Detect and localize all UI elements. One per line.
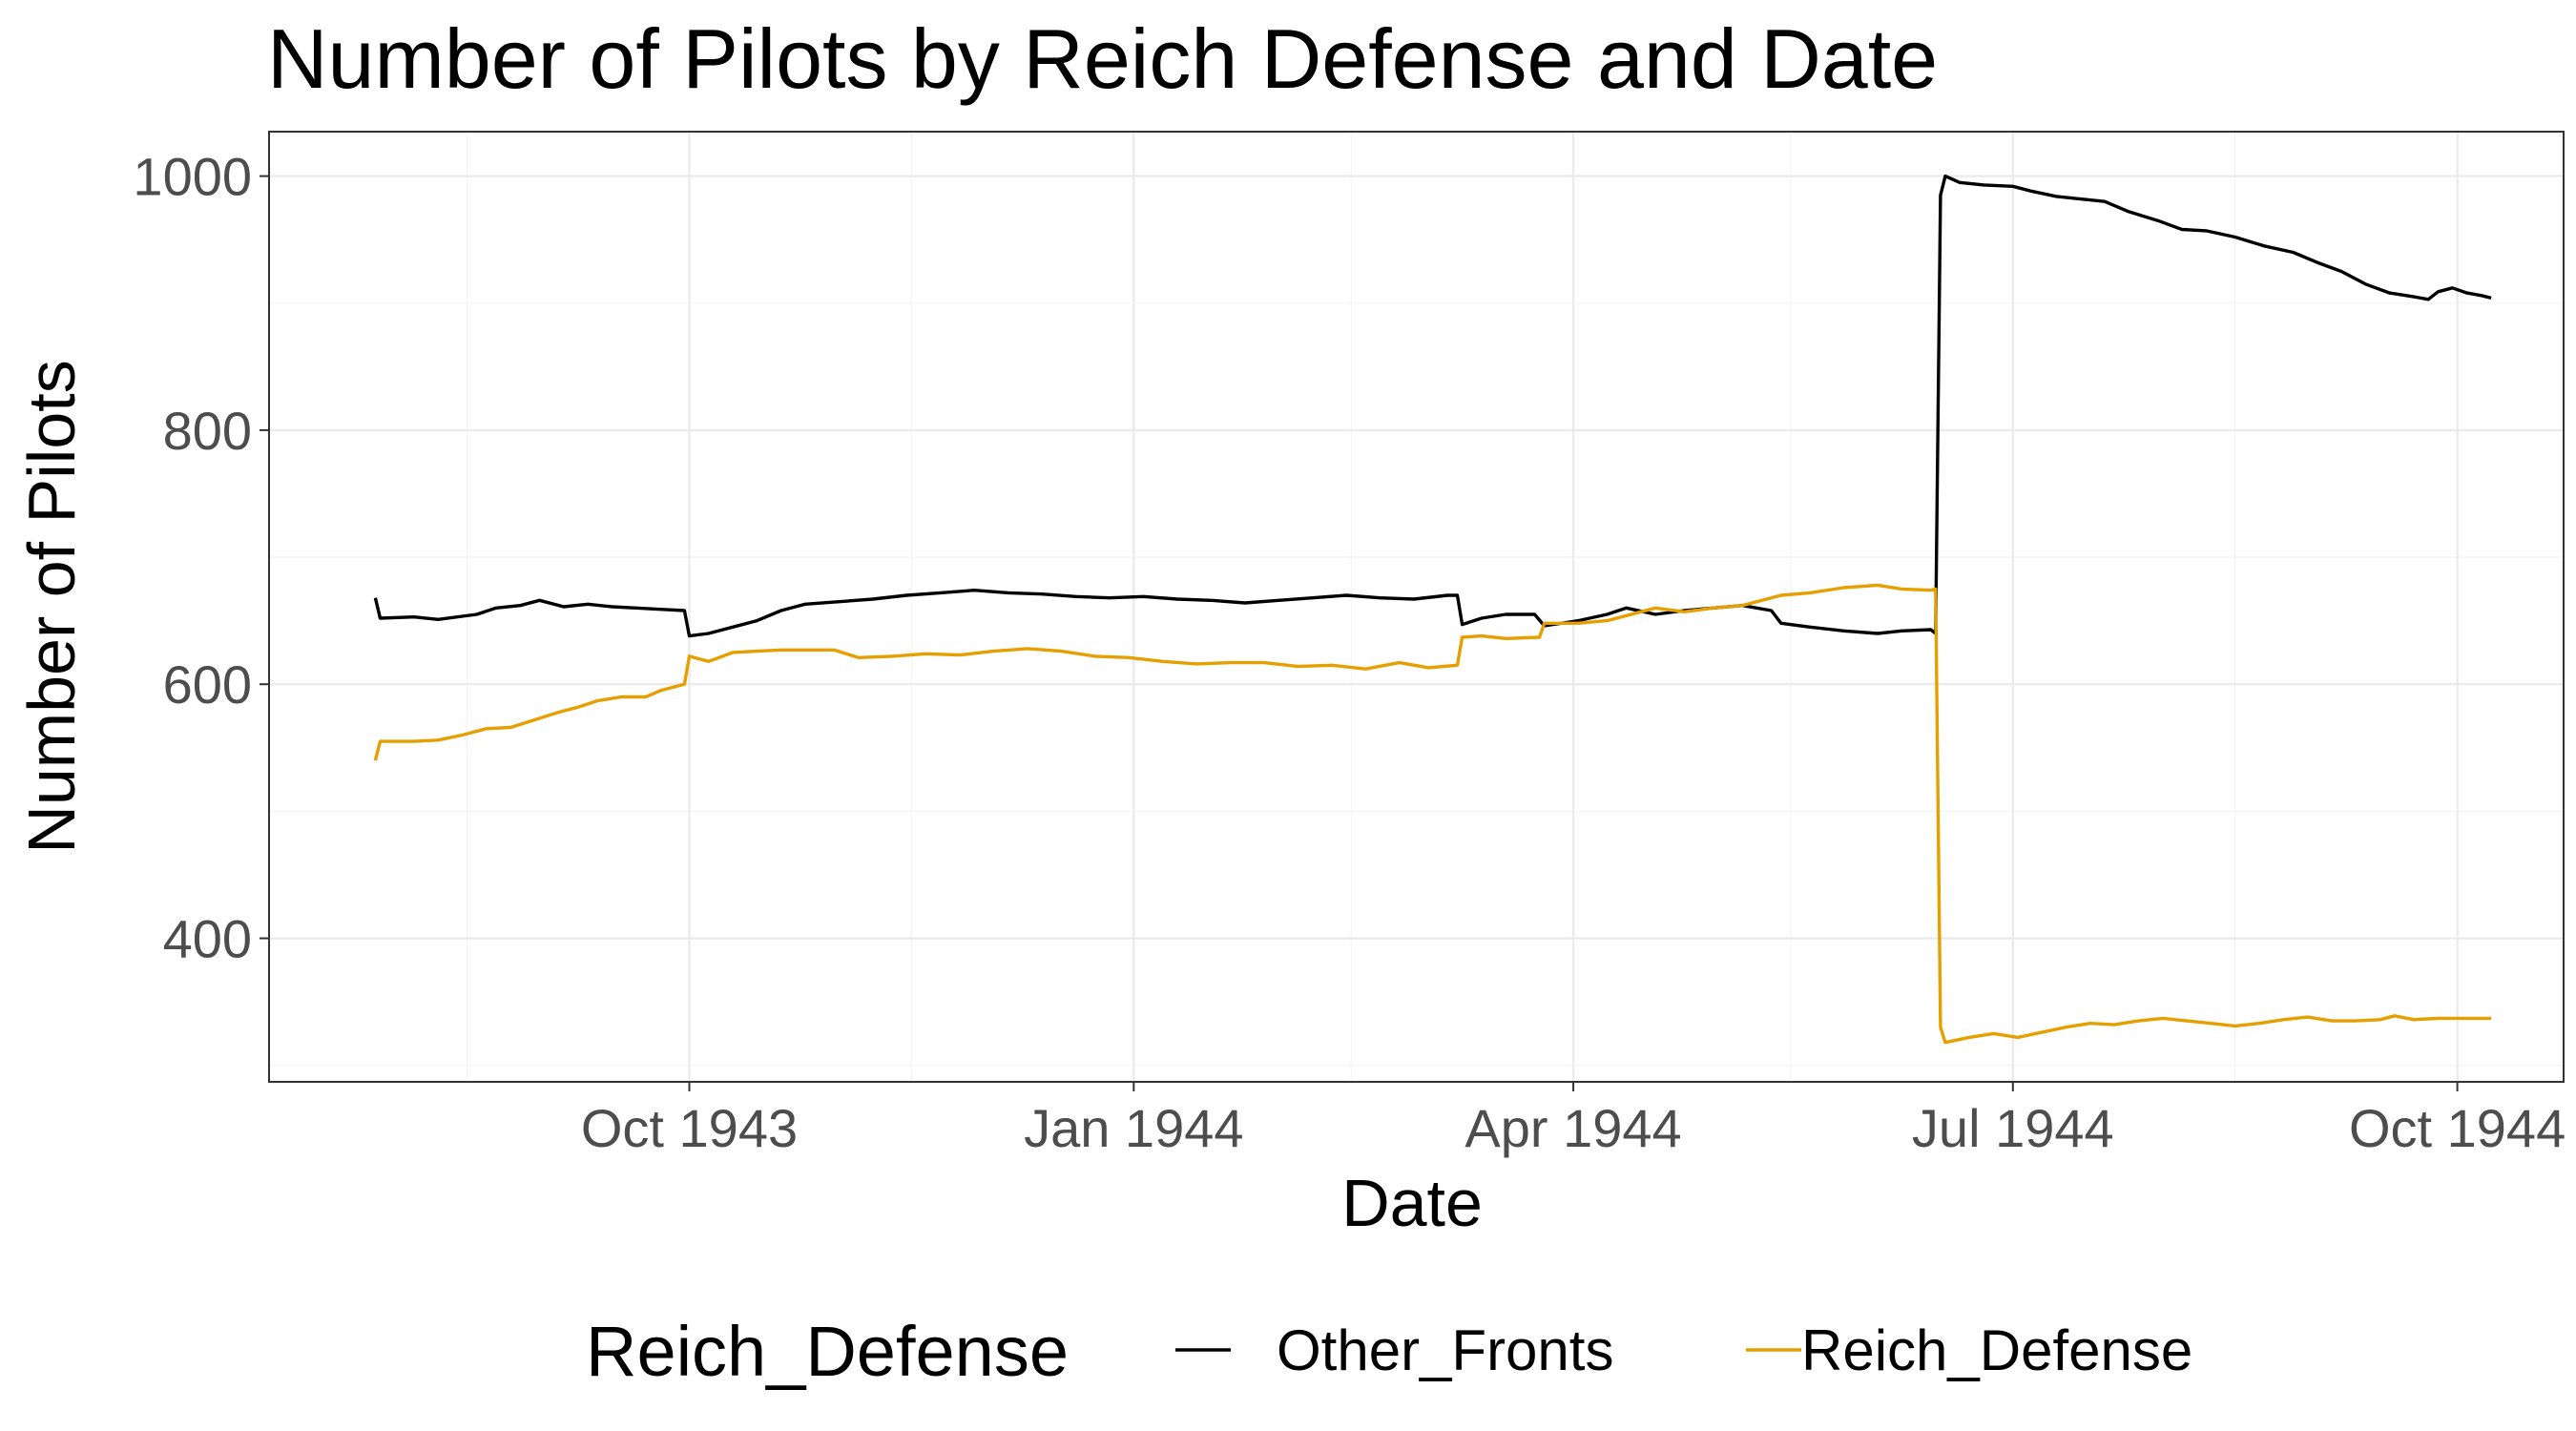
plot-panel [269,132,2564,1082]
y-axis-title: Number of Pilots [14,360,89,853]
y-tick-label: 400 [163,909,252,969]
x-tick-label: Jul 1944 [1912,1098,2114,1158]
legend-label-reich-defense: Reich_Defense [1801,1318,2192,1382]
x-axis: Oct 1943 Jan 1944 Apr 1944 Jul 1944 Oct 1944 [581,1082,2566,1158]
x-tick-label: Oct 1943 [581,1098,798,1158]
legend-entries: Other_Fronts Reich_Defense [1175,1318,2192,1382]
chart-title: Number of Pilots by Reich Defense and Da… [267,11,1938,106]
y-tick-label: 1000 [133,147,252,207]
legend-label-other-fronts: Other_Fronts [1277,1318,1613,1382]
x-axis-title: Date [1341,1166,1483,1240]
x-tick-label: Apr 1944 [1465,1098,1681,1158]
x-tick-label: Oct 1944 [2349,1098,2566,1158]
plot-border [268,131,2565,1083]
y-tick-label: 800 [163,401,252,461]
minor-gridlines [269,132,2564,1082]
major-gridlines [269,132,2564,1082]
y-axis: 400 600 800 1000 [133,147,269,969]
series-line-other-fronts [373,174,2492,638]
x-tick-label: Jan 1944 [1024,1098,1243,1158]
series-line-reich-defense [373,583,2492,1045]
legend: Reich_Defense Other_Fronts Reich_Defense [586,1312,2192,1391]
series-lines [373,174,2492,1045]
y-tick-label: 600 [163,654,252,715]
legend-title: Reich_Defense [586,1312,1069,1391]
